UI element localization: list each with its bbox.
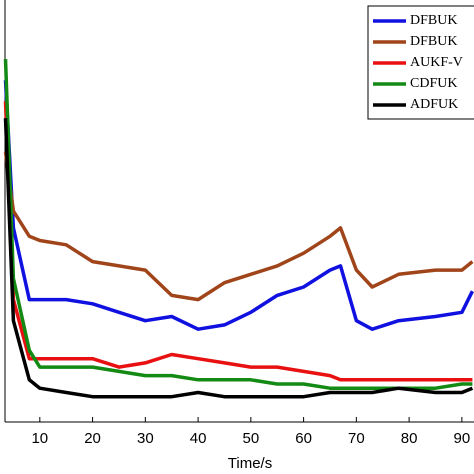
- x-tick-label: 90: [454, 430, 471, 447]
- x-tick-label: 40: [190, 430, 207, 447]
- x-tick-label: 70: [348, 430, 365, 447]
- legend-label: AUKF-V: [410, 55, 463, 70]
- x-tick-label: 80: [401, 430, 418, 447]
- line-series: [3, 80, 474, 331]
- line-series: [3, 101, 473, 382]
- line-series: [3, 118, 474, 399]
- x-tick-label: 50: [242, 430, 259, 447]
- line-series: [3, 59, 473, 390]
- legend-label: DFBUK: [410, 34, 457, 49]
- x-tick-label: 60: [295, 430, 312, 447]
- x-tick-label: 30: [137, 430, 154, 447]
- legend-label: DFBUK: [410, 13, 457, 28]
- x-tick-label: 10: [31, 430, 48, 447]
- legend-label: CDFUK: [410, 76, 457, 91]
- legend-label: ADFUK: [410, 97, 458, 112]
- x-tick-label: 20: [84, 430, 101, 447]
- x-axis-label: Time/s: [228, 455, 272, 472]
- line-series: [3, 151, 474, 302]
